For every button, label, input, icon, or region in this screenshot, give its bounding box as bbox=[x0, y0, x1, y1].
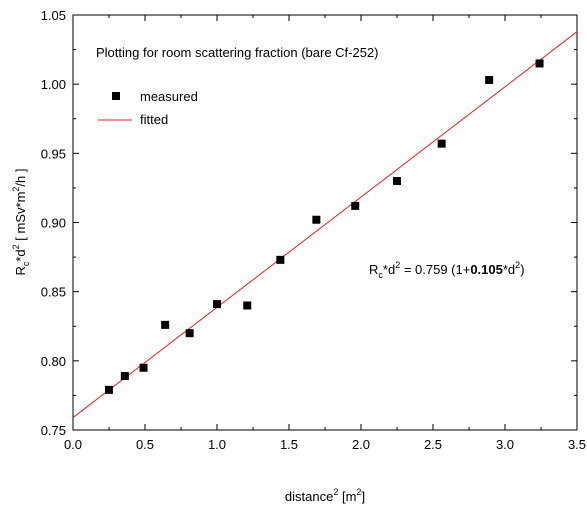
measured-point bbox=[105, 385, 113, 394]
x-tick-label: 3.5 bbox=[568, 437, 586, 452]
measured-point bbox=[139, 363, 148, 372]
measured-point bbox=[437, 139, 446, 148]
measured-point bbox=[185, 329, 194, 338]
measured-point bbox=[213, 300, 221, 309]
measured-point bbox=[312, 215, 321, 224]
y-tick-label: 0.95 bbox=[41, 146, 66, 161]
measured-point bbox=[535, 59, 544, 68]
y-tick-label: 1.05 bbox=[41, 8, 66, 23]
x-tick-label: 2.5 bbox=[424, 437, 442, 452]
y-axis-ticks: 0.75 0.80 0.85 0.90 0.95 1.00 1.05 bbox=[41, 8, 577, 438]
x-tick-label: 0.0 bbox=[64, 437, 82, 452]
measured-point bbox=[351, 201, 360, 210]
legend-label-fitted: fitted bbox=[140, 112, 168, 127]
measured-point bbox=[276, 255, 285, 264]
plot-frame bbox=[72, 14, 578, 431]
x-tick-label: 1.0 bbox=[208, 437, 226, 452]
chart-title: Plotting for room scattering fraction (b… bbox=[96, 45, 379, 60]
legend-marker-measured bbox=[112, 92, 120, 100]
measured-point bbox=[393, 177, 401, 185]
y-tick-label: 1.00 bbox=[41, 77, 66, 92]
y-axis-label: Rc*d2 [ mSv*m2/h ] bbox=[11, 168, 31, 275]
y-tick-label: 0.90 bbox=[41, 216, 66, 231]
x-axis-label: distance2 [m2] bbox=[285, 487, 365, 504]
legend-label-measured: measured bbox=[140, 89, 198, 104]
fitted-line bbox=[72, 31, 578, 418]
points-layer bbox=[105, 59, 544, 394]
legend: measured fitted bbox=[98, 89, 198, 127]
measured-point bbox=[243, 301, 252, 310]
x-tick-label: 3.0 bbox=[496, 437, 514, 452]
measured-point bbox=[161, 320, 170, 329]
x-tick-label: 1.5 bbox=[280, 437, 298, 452]
y-tick-label: 0.75 bbox=[41, 423, 66, 438]
fit-equation-annotation: Rc*d2 = 0.759 (1+0.105*d2) bbox=[369, 260, 525, 280]
y-tick-label: 0.80 bbox=[41, 354, 66, 369]
fit-layer bbox=[72, 31, 578, 418]
measured-point bbox=[485, 76, 494, 85]
x-tick-label: 0.5 bbox=[136, 437, 154, 452]
measured-point bbox=[120, 372, 129, 381]
y-tick-label: 0.85 bbox=[41, 285, 66, 300]
x-tick-label: 2.0 bbox=[352, 437, 370, 452]
x-axis-ticks: 0.0 0.5 1.0 1.5 2.0 2.5 3.0 3.5 bbox=[64, 15, 586, 452]
